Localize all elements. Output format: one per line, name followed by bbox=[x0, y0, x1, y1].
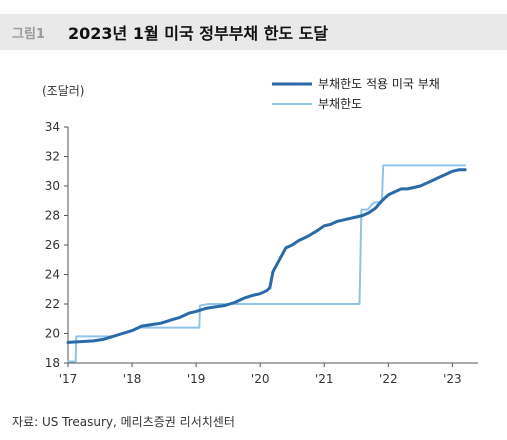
y-tick-label: 20 bbox=[45, 327, 60, 341]
legend-label: 부채한도 적용 미국 부채 bbox=[318, 77, 440, 91]
y-tick-label: 30 bbox=[45, 179, 60, 193]
x-tick-label: '18 bbox=[123, 372, 142, 386]
chart-svg: 182022242628303234'17'18'19'20'21'22'23 … bbox=[45, 77, 478, 386]
y-axis-unit-label: (조달러) bbox=[42, 84, 85, 98]
y-tick-label: 34 bbox=[45, 120, 60, 134]
y-tick-label: 18 bbox=[45, 356, 60, 370]
y-tick-label: 26 bbox=[45, 238, 60, 252]
y-tick-label: 32 bbox=[45, 150, 60, 164]
figure-label: 그림1 bbox=[12, 27, 45, 42]
x-tick-label: '23 bbox=[443, 372, 462, 386]
chart-axes: 18 20 22 24 26 28 30 32 34 '17 '18 '19 '20 '21 '22 '23 bbox=[45, 120, 478, 386]
x-tick-label: '20 bbox=[251, 372, 270, 386]
legend-label: 부채한도 bbox=[318, 97, 362, 111]
x-tick-label: '17 bbox=[59, 372, 78, 386]
x-tick-label: '22 bbox=[379, 372, 398, 386]
x-tick-label: '19 bbox=[187, 372, 206, 386]
y-tick-label: 28 bbox=[45, 209, 60, 223]
page-title: 2023년 1월 미국 정부부채 한도 도달 bbox=[68, 24, 329, 43]
y-tick-label: 24 bbox=[45, 268, 60, 282]
source-note: 자료: US Treasury, 메리츠증권 리서치센터 bbox=[12, 415, 235, 429]
x-tick-label: '21 bbox=[315, 372, 334, 386]
figure-header: 그림1 2023년 1월 미국 정부부채 한도 도달 bbox=[0, 14, 507, 50]
series-line-debt bbox=[66, 168, 467, 344]
y-tick-label: 22 bbox=[45, 297, 60, 311]
chart-lines bbox=[66, 164, 467, 363]
